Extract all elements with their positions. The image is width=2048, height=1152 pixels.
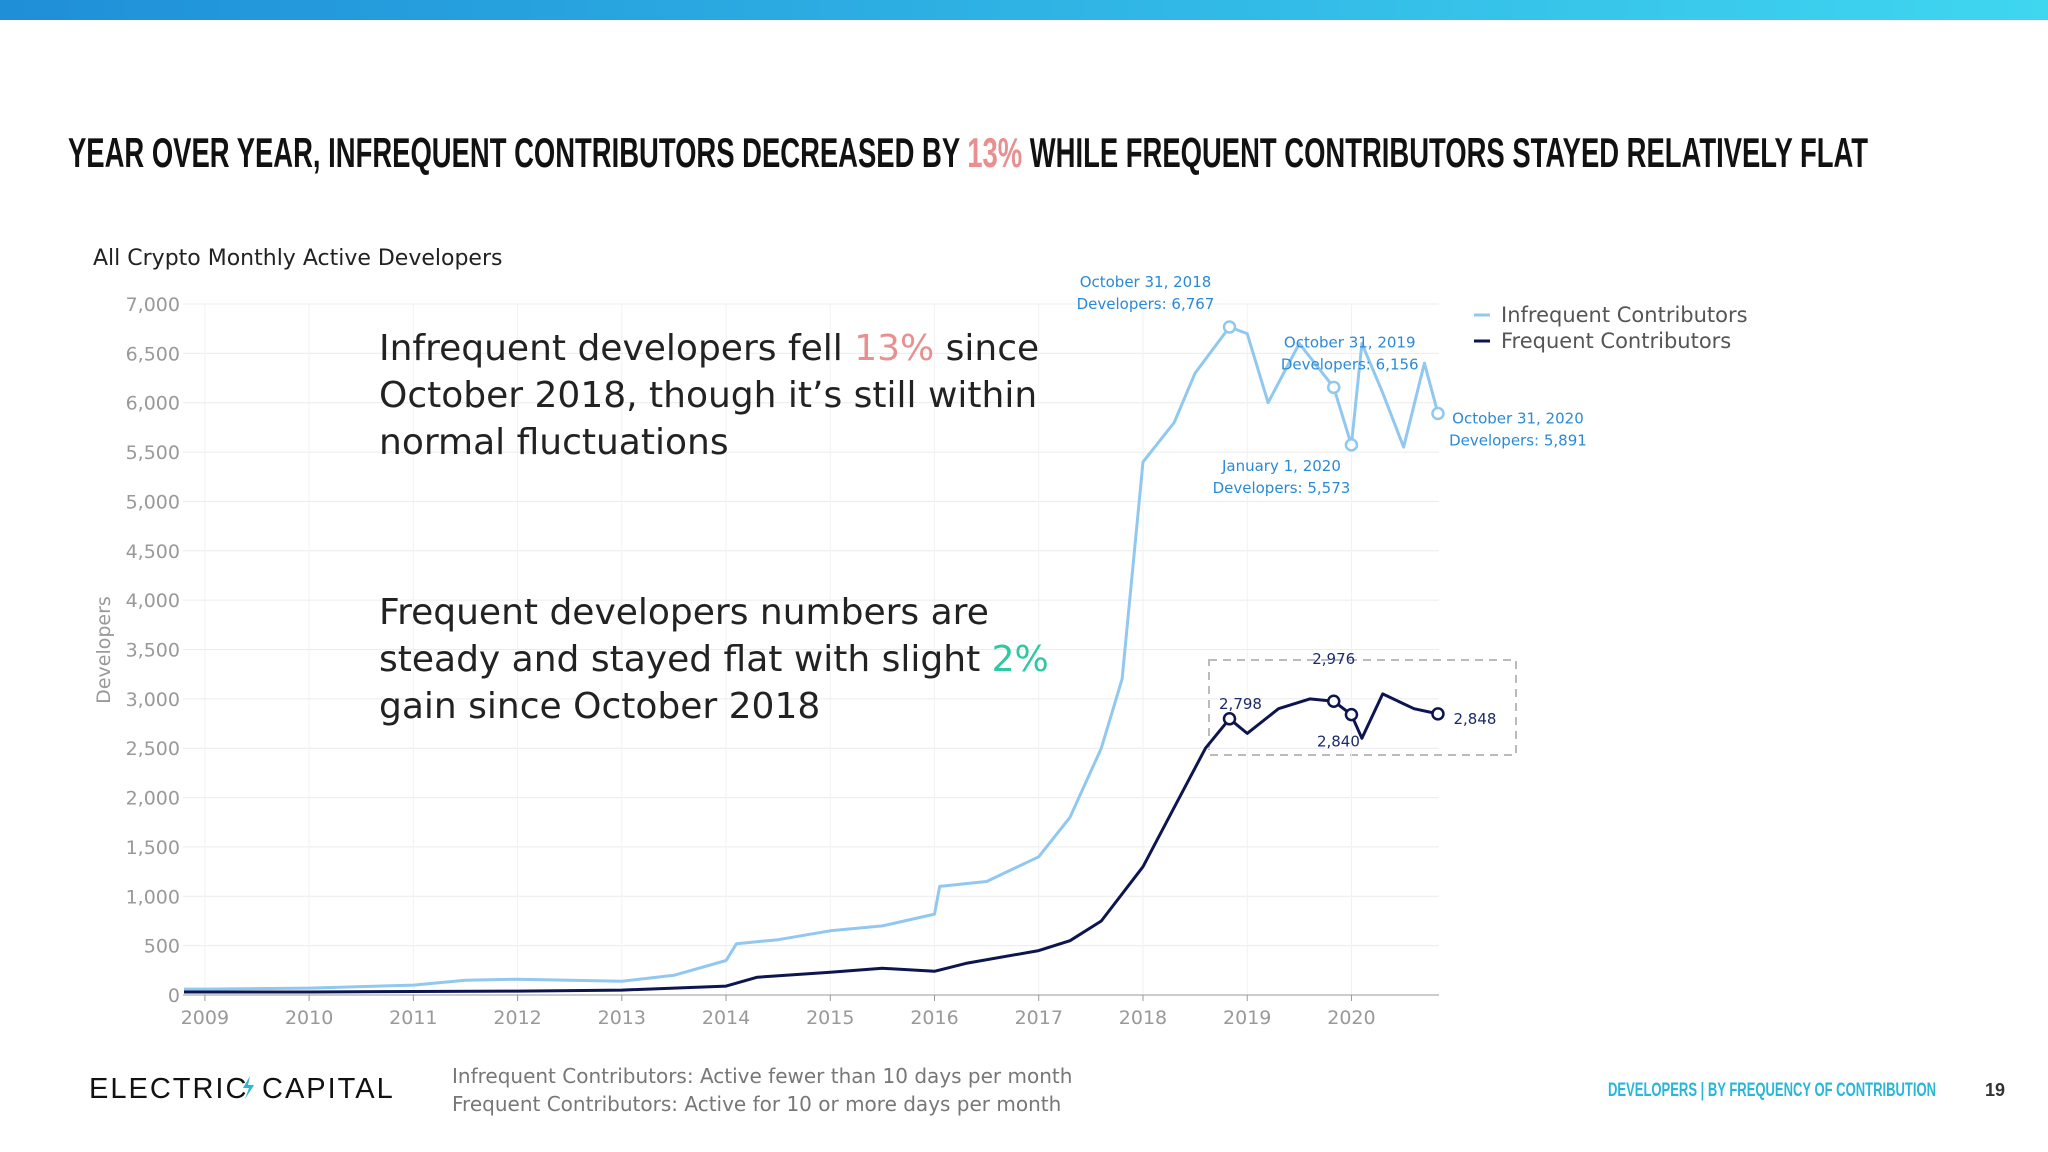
y-axis-label: Developers xyxy=(93,596,115,704)
annotation-point xyxy=(1344,707,1359,722)
y-tick-label: 6,500 xyxy=(126,343,180,365)
y-tick-label: 1,000 xyxy=(126,886,180,908)
x-tick-label: 2012 xyxy=(493,1007,541,1029)
section-label: DEVELOPERS | BY FREQUENCY OF CONTRIBUTIO… xyxy=(1608,1080,1936,1101)
series-line xyxy=(184,692,1439,994)
annotation-point xyxy=(1326,380,1341,395)
callout-line: steady and stayed flat with slight 2% xyxy=(379,639,1049,680)
y-tick-label: 500 xyxy=(144,936,180,958)
slide-title: YEAR OVER YEAR, INFREQUENT CONTRIBUTORS … xyxy=(68,129,1868,176)
x-tick-label: 2018 xyxy=(1119,1007,1167,1029)
plot: 0 500 1,000 1,500 2,000 2,500 3,000 3,500 4,000 4… xyxy=(126,273,1748,1029)
annotation-label: 2,848 xyxy=(1453,710,1496,728)
annotation-label: 2,976 xyxy=(1312,650,1355,668)
callout-line: Frequent developers numbers are xyxy=(379,592,989,633)
y-tick-label: 3,500 xyxy=(126,640,180,662)
footnote: Infrequent Contributors: Active fewer th… xyxy=(452,1064,1072,1088)
x-tick-label: 2013 xyxy=(598,1007,646,1029)
x-tick-label: 2019 xyxy=(1223,1007,1271,1029)
y-tick-label: 5,500 xyxy=(126,442,180,464)
annotation-label: 2,840 xyxy=(1317,733,1360,751)
y-tick-label: 1,500 xyxy=(126,837,180,859)
logo-right: CAPITAL xyxy=(262,1073,395,1105)
annotation-label: Developers: 6,767 xyxy=(1077,295,1215,313)
y-tick-label: 2,500 xyxy=(126,738,180,760)
annotation-point xyxy=(1431,406,1445,421)
y-tick-label: 4,500 xyxy=(126,541,180,563)
chart-title: All Crypto Monthly Active Developers xyxy=(93,246,502,271)
logo-left: ELECTRIC xyxy=(89,1073,248,1105)
legend-label: Infrequent Contributors xyxy=(1501,303,1748,327)
x-tick-label: 2009 xyxy=(181,1007,229,1029)
callout-line: October 2018, though it’s still within xyxy=(379,375,1037,416)
series-line xyxy=(184,325,1440,991)
y-tick-label: 5,000 xyxy=(126,491,180,513)
y-tick-label: 0 xyxy=(168,985,180,1007)
callout-line: gain since October 2018 xyxy=(379,686,820,727)
x-tick-label: 2014 xyxy=(702,1007,750,1029)
y-tick-label: 6,000 xyxy=(126,393,180,415)
x-tick-label: 2011 xyxy=(389,1007,437,1029)
legend-label: Frequent Contributors xyxy=(1501,329,1731,353)
annotation-label: Developers: 5,573 xyxy=(1213,479,1351,497)
x-tick-label: 2015 xyxy=(806,1007,854,1029)
annotation-point xyxy=(1431,707,1445,721)
annotation-label: October 31, 2020 xyxy=(1452,409,1584,427)
x-tick-label: 2010 xyxy=(285,1007,333,1029)
annotation-point xyxy=(1222,712,1237,726)
x-tick-label: 2020 xyxy=(1327,1007,1375,1029)
callouts: Infrequent developers fell 13% since Octo… xyxy=(379,328,1049,727)
y-tick-label: 4,000 xyxy=(126,590,180,612)
annotation-label: October 31, 2018 xyxy=(1080,273,1212,291)
page-number: 19 xyxy=(1985,1080,2005,1100)
annotation-label: Developers: 6,156 xyxy=(1281,355,1419,373)
logo-bolt xyxy=(243,1076,254,1099)
top-bar xyxy=(0,0,2048,20)
callout-line: normal fluctuations xyxy=(379,422,729,463)
annotation-label: October 31, 2019 xyxy=(1284,333,1416,351)
annotation-point xyxy=(1344,438,1359,452)
footnote: Frequent Contributors: Active for 10 or … xyxy=(452,1092,1061,1116)
y-tick-label: 7,000 xyxy=(126,294,180,316)
annotation-label: 2,798 xyxy=(1219,695,1262,713)
callout-line: Infrequent developers fell 13% since xyxy=(379,328,1039,369)
x-tick-label: 2017 xyxy=(1015,1007,1063,1029)
annotation-label: January 1, 2020 xyxy=(1221,457,1341,475)
highlight-box xyxy=(1208,659,1517,756)
y-tick-label: 2,000 xyxy=(126,788,180,810)
annotation-label: Developers: 5,891 xyxy=(1449,431,1587,449)
x-tick-label: 2016 xyxy=(910,1007,958,1029)
annotation-point xyxy=(1326,694,1341,708)
annotation-point xyxy=(1222,320,1237,334)
y-tick-label: 3,000 xyxy=(126,689,180,711)
